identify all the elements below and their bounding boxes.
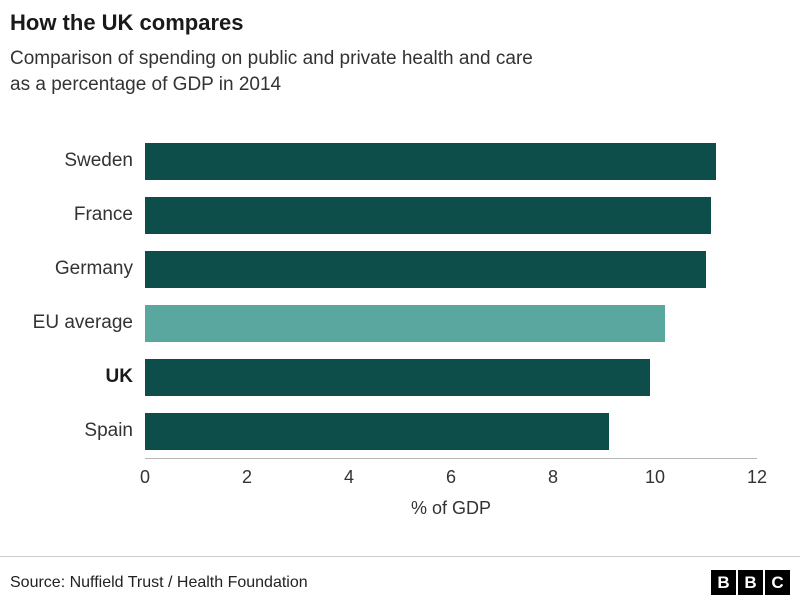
chart-row: Sweden <box>10 134 757 188</box>
bar-eu-average <box>145 304 666 342</box>
x-tick-label: 4 <box>343 467 355 487</box>
bar-track <box>145 250 757 288</box>
category-label: EU average <box>32 312 133 333</box>
chart-row: France <box>10 188 757 242</box>
x-tick-label: 0 <box>139 467 151 487</box>
bar-spain <box>145 412 610 450</box>
bar-track <box>145 142 757 180</box>
bbc-logo-block: B <box>711 570 736 595</box>
chart-row: UK <box>10 350 757 404</box>
bbc-logo: B B C <box>711 570 790 595</box>
x-axis: 0 2 4 6 8 10 12 <box>140 458 767 490</box>
bar-track <box>145 304 757 342</box>
x-tick-label: 10 <box>644 467 666 487</box>
x-axis-title: % of GDP <box>410 498 492 518</box>
bar-chart: Sweden France Germany EU average UK Spain 0 2 4… <box>10 134 767 519</box>
page-subtitle: Comparison of spending on public and pri… <box>10 48 533 95</box>
category-label: Sweden <box>64 150 133 171</box>
category-label: UK <box>105 366 133 387</box>
chart-row: Spain <box>10 404 757 458</box>
bar-france <box>145 196 712 234</box>
page-title: How the UK compares <box>10 10 244 35</box>
bar-track <box>145 358 757 396</box>
category-label: France <box>73 204 133 225</box>
x-tick-label: 2 <box>241 467 253 487</box>
category-label: Spain <box>84 420 133 441</box>
x-tick-label: 6 <box>445 467 457 487</box>
bbc-logo-block: C <box>765 570 790 595</box>
x-tick-label: 8 <box>547 467 559 487</box>
bbc-logo-block: B <box>738 570 763 595</box>
chart-row: Germany <box>10 242 757 296</box>
x-tick-label: 12 <box>746 467 768 487</box>
bar-track <box>145 412 757 450</box>
bar-uk <box>145 358 650 396</box>
bar-track <box>145 196 757 234</box>
footer: Source: Nuffield Trust / Health Foundati… <box>0 556 800 608</box>
bar-sweden <box>145 142 717 180</box>
chart-row: EU average <box>10 296 757 350</box>
category-label: Germany <box>54 258 133 279</box>
bar-rows: Sweden France Germany EU average UK Spain <box>10 134 757 458</box>
bar-germany <box>145 250 706 288</box>
source-text: Source: Nuffield Trust / Health Foundati… <box>10 573 308 591</box>
